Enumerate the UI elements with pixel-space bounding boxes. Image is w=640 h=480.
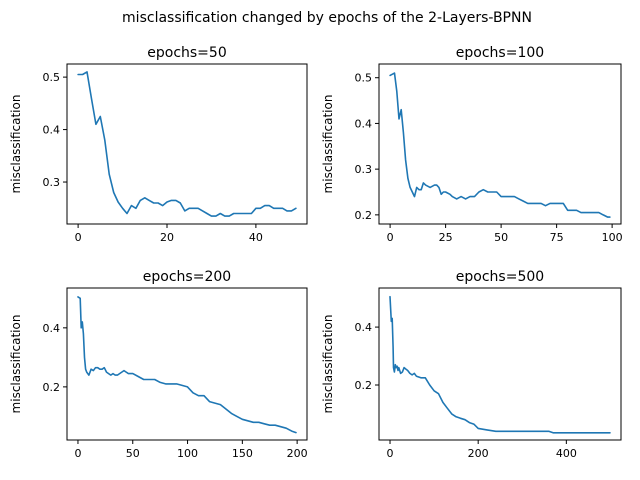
y-tick-label: 0.3 [43, 176, 61, 189]
y-tick-label: 0.4 [355, 321, 373, 334]
subplots: epochs=50 misclassification 0 20 40 0.3 0.4 0.5… [9, 45, 623, 460]
y-tick-label: 0.2 [43, 381, 61, 394]
series-line [389, 72, 611, 218]
x-tick-label: 40 [249, 231, 263, 244]
x-tick-label: 50 [126, 447, 140, 460]
x-tick-label: 0 [387, 231, 394, 244]
x-tick-label: 200 [287, 447, 308, 460]
x-tick-label: 75 [550, 231, 564, 244]
x-tick-label: 0 [74, 447, 81, 460]
x-tick-label: 0 [387, 447, 394, 460]
y-tick-label: 0.4 [43, 124, 61, 137]
y-axis-label: misclassification [9, 95, 23, 194]
y-tick-label: 0.5 [355, 72, 373, 85]
y-tick-label: 0.4 [355, 117, 373, 130]
series-line [77, 296, 297, 434]
subplot-1: epochs=50 misclassification 0 20 40 0.3 0.4 0.5 [9, 45, 308, 244]
y-axis-label: misclassification [9, 315, 23, 414]
x-tick-label: 400 [556, 447, 577, 460]
subplot-3: epochs=200 misclassification 0 50 100 150 200 0… [9, 269, 308, 460]
subplot-title: epochs=200 [143, 269, 231, 285]
y-tick-label: 0.3 [355, 163, 373, 176]
subplot-2: epochs=100 misclassification 0 25 50 75 100 0.2… [321, 45, 623, 244]
subplot-title: epochs=100 [456, 45, 544, 61]
y-axis-label: misclassification [321, 95, 335, 194]
axes-frame [66, 287, 308, 441]
x-tick-label: 25 [439, 231, 453, 244]
x-tick-label: 50 [494, 231, 508, 244]
y-tick-label: 0.5 [43, 71, 61, 84]
y-tick-label: 0.4 [43, 322, 61, 335]
y-tick-label: 0.2 [355, 209, 373, 222]
x-tick-label: 0 [75, 231, 82, 244]
x-tick-label: 200 [468, 447, 489, 460]
axes-frame [378, 63, 622, 225]
subplot-4: epochs=500 misclassification 0 200 400 0.2 0.4 [321, 269, 622, 460]
y-axis-label: misclassification [321, 315, 335, 414]
y-tick-label: 0.2 [355, 379, 373, 392]
figure-title: misclassification changed by epochs of t… [122, 10, 532, 26]
subplot-title: epochs=50 [147, 45, 226, 61]
x-tick-label: 100 [602, 231, 623, 244]
axes-frame [378, 287, 622, 441]
series-line [77, 71, 297, 217]
axes-frame [66, 63, 308, 225]
series-line [389, 295, 611, 434]
x-tick-label: 100 [177, 447, 198, 460]
x-tick-label: 150 [232, 447, 253, 460]
subplot-title: epochs=500 [456, 269, 544, 285]
x-tick-label: 20 [160, 231, 174, 244]
